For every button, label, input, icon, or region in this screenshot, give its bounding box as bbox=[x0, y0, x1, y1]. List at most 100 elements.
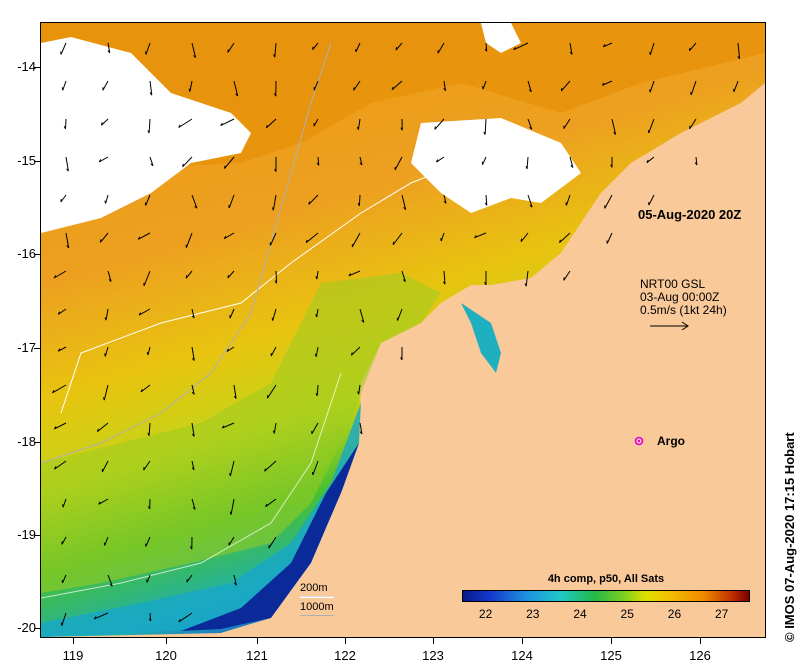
lon-tick bbox=[345, 638, 346, 644]
current-vector-arrowhead bbox=[61, 87, 64, 91]
isobath-200m-label: 200m bbox=[300, 582, 328, 594]
current-vector-arrow bbox=[317, 156, 320, 166]
current-vector-arrow bbox=[185, 270, 193, 279]
current-vector-arrowhead bbox=[528, 89, 532, 93]
current-vector-arrowhead bbox=[400, 127, 403, 131]
current-vector-arrowhead bbox=[273, 54, 276, 58]
current-vector-arrow bbox=[228, 194, 235, 209]
colorbar-tick-label: 27 bbox=[714, 607, 729, 621]
current-vector-arrowhead bbox=[442, 281, 446, 285]
current-vector-arrowhead bbox=[191, 433, 195, 437]
current-vector-arrow bbox=[191, 460, 195, 471]
current-vector-arrowhead bbox=[688, 47, 691, 51]
current-vector-arrow bbox=[359, 156, 363, 166]
current-vector-arrow bbox=[440, 232, 445, 242]
current-vector-arrowhead bbox=[395, 47, 398, 51]
colorbar-tick-label: 23 bbox=[526, 607, 540, 621]
current-vector-arrow bbox=[220, 118, 235, 127]
current-vector-arrow bbox=[312, 42, 319, 51]
current-vector-arrowhead bbox=[520, 238, 523, 242]
current-vector-arrowhead bbox=[229, 472, 231, 477]
current-vector-arrowhead bbox=[104, 353, 106, 357]
current-vector-arrowhead bbox=[54, 466, 57, 470]
current-vector-arrow bbox=[105, 194, 109, 204]
current-vector-arrowhead bbox=[178, 124, 181, 128]
lat-tick-label: -15 bbox=[17, 153, 36, 168]
current-vector-arrowhead bbox=[271, 317, 274, 321]
current-vector-arrowhead bbox=[147, 130, 150, 134]
current-vector-arrow bbox=[434, 118, 445, 130]
lat-tick bbox=[34, 161, 40, 162]
current-vector-arrow bbox=[146, 574, 151, 583]
current-vector-arrow bbox=[148, 422, 151, 436]
current-vector-arrow bbox=[191, 384, 195, 395]
current-vector-arrowhead bbox=[315, 392, 318, 397]
current-vector-arrow bbox=[606, 232, 613, 244]
current-vector-arrowhead bbox=[93, 616, 97, 620]
argo-float-marker-icon[interactable] bbox=[634, 436, 644, 446]
current-vector-arrowhead bbox=[305, 239, 308, 243]
current-vector-arrow bbox=[267, 384, 277, 399]
lon-tick bbox=[166, 638, 167, 644]
lon-tick-label: 125 bbox=[600, 648, 622, 663]
current-vector-arrowhead bbox=[316, 162, 320, 166]
current-vector-arrowhead bbox=[191, 391, 195, 395]
current-vector-arrow bbox=[103, 384, 109, 401]
current-vector-arrowhead bbox=[265, 124, 268, 129]
current-vector-arrow bbox=[526, 156, 529, 169]
current-vector-arrowhead bbox=[350, 352, 353, 356]
sst-map[interactable] bbox=[40, 22, 766, 638]
current-vector-arrowhead bbox=[484, 282, 487, 286]
current-vector-arrowhead bbox=[53, 275, 57, 279]
current-vector-arrow bbox=[105, 308, 109, 321]
lat-tick-label: -18 bbox=[17, 434, 36, 449]
current-vector-arrowhead bbox=[191, 467, 195, 471]
colorbar-title: 4h comp, p50, All Sats bbox=[547, 573, 665, 585]
current-vector-arrow bbox=[94, 612, 109, 620]
current-vector-arrow bbox=[143, 460, 151, 471]
current-vector-arrowhead bbox=[100, 122, 103, 126]
current-vector-arrow bbox=[305, 232, 319, 244]
current-vector-arrow bbox=[308, 194, 319, 205]
current-vector-arrow bbox=[61, 612, 67, 626]
current-vector-arrow bbox=[54, 422, 67, 430]
lat-tick bbox=[34, 442, 40, 443]
current-vector-arrowhead bbox=[233, 395, 237, 399]
current-vector-arrowhead bbox=[188, 88, 191, 92]
colorbar-tick-label: 22 bbox=[478, 607, 493, 621]
current-vector-arrow bbox=[437, 42, 445, 54]
current-vector-arrowhead bbox=[189, 546, 193, 550]
lat-tick bbox=[34, 67, 40, 68]
current-vector-arrow bbox=[143, 270, 151, 286]
current-vector-arrow bbox=[353, 80, 361, 91]
current-vector-arrow bbox=[690, 80, 697, 96]
current-vector-arrow bbox=[313, 80, 319, 91]
current-vector-arrow bbox=[358, 194, 361, 206]
current-vector-arrowhead bbox=[103, 397, 105, 401]
current-vector-arrowhead bbox=[66, 168, 69, 172]
current-vector-arrow bbox=[443, 270, 446, 285]
current-vector-arrow bbox=[104, 536, 109, 546]
current-scale-arrow-icon bbox=[650, 321, 689, 331]
isobath-legend: 200m 1000m bbox=[300, 582, 334, 619]
colorbar-tick-label: 25 bbox=[620, 607, 634, 621]
current-vector-arrowhead bbox=[524, 283, 527, 287]
current-vector-arrowhead bbox=[99, 239, 102, 243]
temperature-colorbar bbox=[462, 590, 750, 602]
current-vector-arrow bbox=[482, 80, 487, 90]
current-vector-arrowhead bbox=[357, 202, 360, 207]
current-vector-arrowhead bbox=[66, 245, 70, 249]
current-vector-arrowhead bbox=[104, 317, 107, 321]
current-vector-arrow bbox=[443, 80, 446, 91]
isobath-200m-south bbox=[41, 372, 342, 599]
current-vector-arrowhead bbox=[140, 388, 143, 393]
current-vector-arrow bbox=[485, 194, 488, 206]
current-vector-arrow bbox=[689, 118, 697, 130]
current-vector-arrow bbox=[62, 574, 67, 584]
current-vector-arrow bbox=[57, 346, 67, 352]
current-vector-arrow bbox=[272, 308, 277, 321]
current-vector-arrowhead bbox=[737, 56, 741, 60]
current-vector-arrowhead bbox=[570, 164, 574, 168]
current-vector-arrow bbox=[603, 42, 613, 48]
lat-tick bbox=[34, 254, 40, 255]
